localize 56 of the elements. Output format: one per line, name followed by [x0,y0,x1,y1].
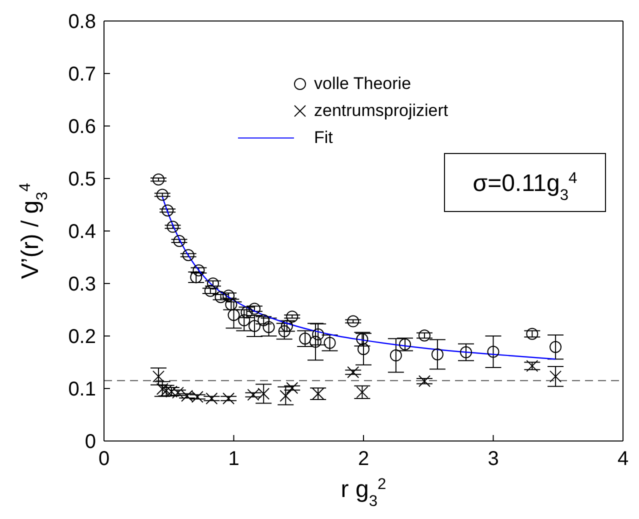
point [312,388,324,400]
point [526,360,538,372]
point [280,320,293,332]
point [431,348,444,360]
y-tick-label: 0.5 [68,168,96,191]
point [347,315,360,328]
point [358,343,370,356]
point [156,188,168,201]
point [550,370,562,382]
point [204,284,216,297]
point [286,310,298,323]
point [487,346,500,358]
y-tick-label: 0.6 [68,116,96,138]
point [550,341,562,354]
x-tick-label: 4 [617,448,629,470]
point [418,375,430,388]
point [206,278,219,290]
y-tick-label: 0.8 [68,11,96,34]
y-tick-label: 0.4 [68,221,96,244]
point [166,220,179,233]
point [248,302,261,315]
point [228,309,240,321]
point [356,386,368,398]
point [173,234,186,247]
legend-label: zentrumsprojiziert [314,100,448,122]
point [347,366,360,378]
point [309,336,322,348]
x-tick-label: 1 [228,448,240,470]
point [460,346,472,358]
point [182,249,194,262]
point [222,290,235,302]
point [248,320,261,332]
point [214,291,227,304]
point [262,321,275,334]
x-tick-label: 0 [98,448,110,470]
point [162,204,174,217]
legend-label: volle Theorie [314,73,412,95]
y-tick-label: 0 [84,431,96,454]
y-tick-label: 0.7 [68,64,96,86]
y-tick-label: 0.3 [68,274,96,296]
y-tick-label: 0.1 [68,378,96,401]
point [238,314,250,326]
point [192,264,205,276]
point [526,328,538,340]
x-tick-label: 3 [488,448,499,470]
point [152,370,164,382]
point [390,349,402,362]
point [222,392,235,404]
point [286,382,298,394]
point [152,174,164,186]
legend-label: Fit [314,127,333,149]
point [418,329,430,342]
x-tick-label: 2 [358,448,370,470]
y-tick-label: 0.2 [68,326,96,348]
point [312,328,324,340]
point [190,271,202,284]
